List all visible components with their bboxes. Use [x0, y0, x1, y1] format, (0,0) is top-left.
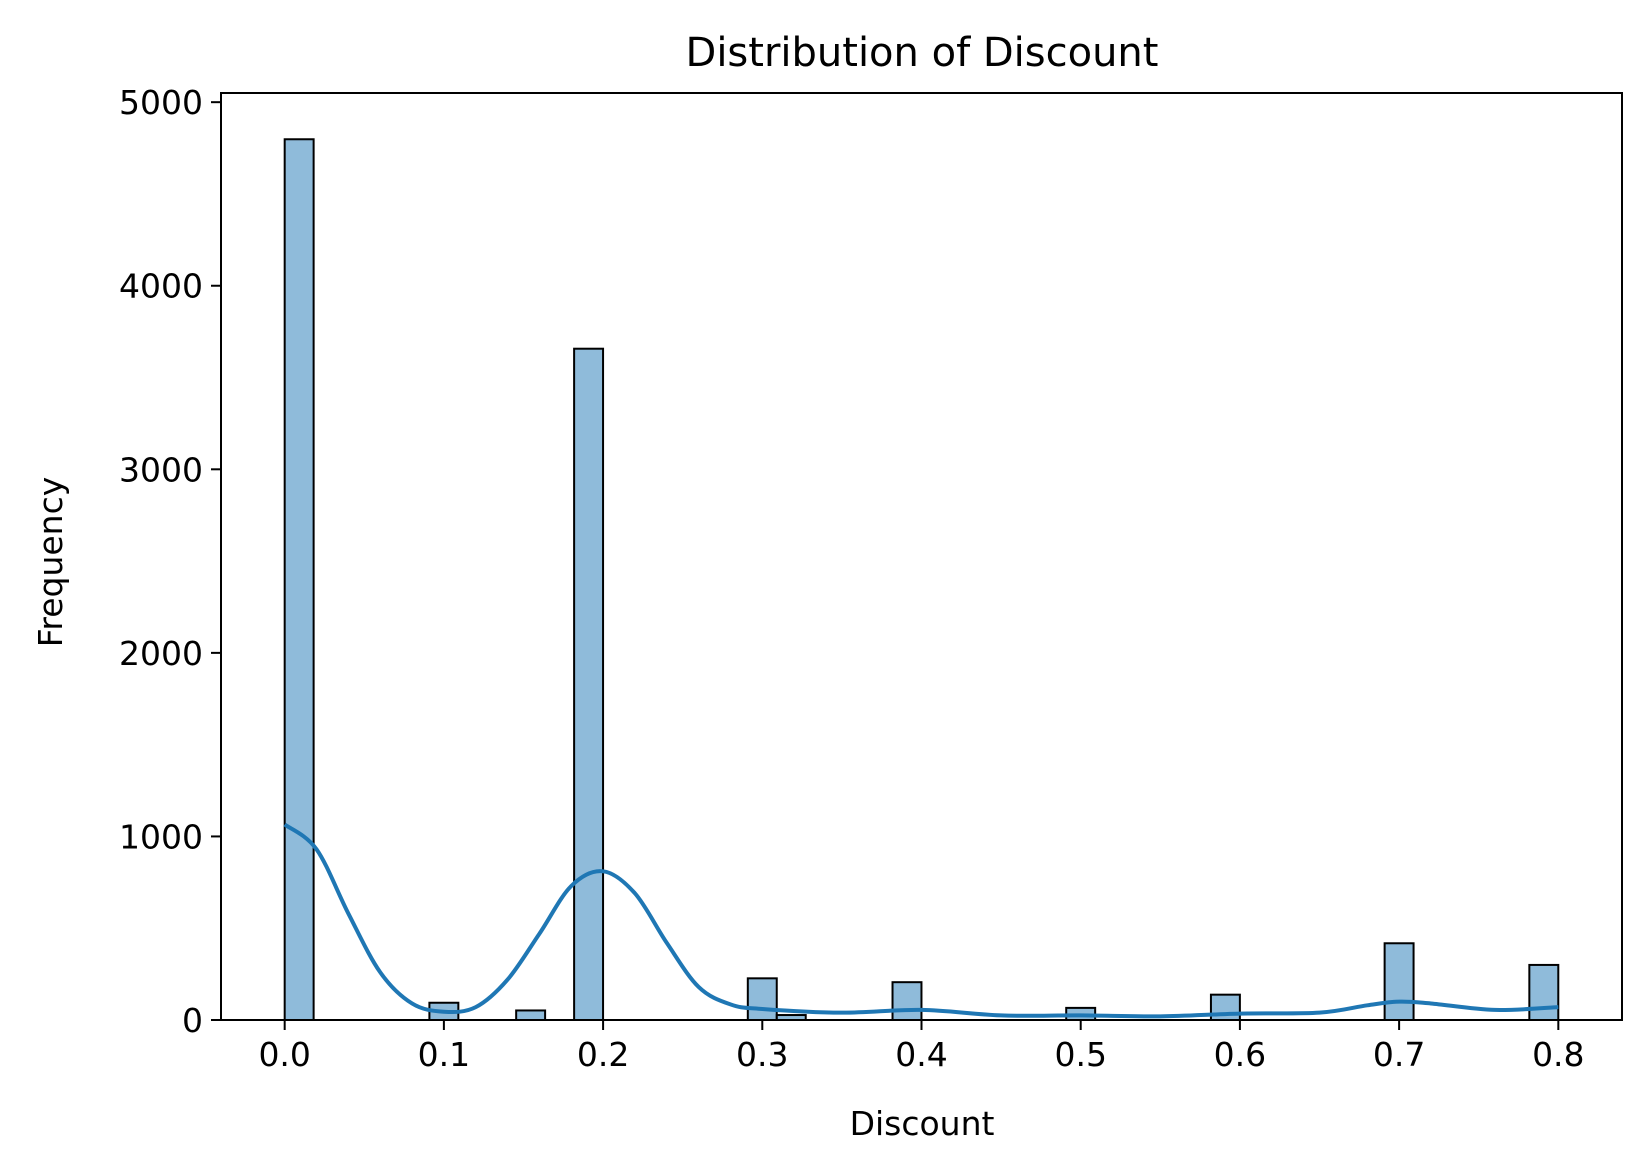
y-tick-label: 2000	[119, 634, 203, 673]
y-tick-label: 4000	[119, 267, 203, 306]
histogram-bar	[573, 347, 605, 1021]
x-tick-label: 0.0	[258, 1035, 310, 1074]
x-axis-title: Discount	[850, 1104, 995, 1143]
plot-frame	[220, 92, 1623, 1021]
histogram-bar	[515, 1009, 547, 1021]
x-tick-label: 0.4	[895, 1035, 947, 1074]
x-tick-label: 0.6	[1214, 1035, 1266, 1074]
y-tick-label: 3000	[119, 450, 203, 489]
histogram-bar	[746, 977, 778, 1021]
histogram-bar	[283, 138, 315, 1021]
x-tick-label: 0.8	[1532, 1035, 1584, 1074]
x-tick-label: 0.1	[418, 1035, 470, 1074]
histogram-bar	[1383, 942, 1415, 1021]
y-axis: 0 1000 2000 3000 4000 5000	[119, 83, 221, 1040]
chart-title: Distribution of Discount	[686, 30, 1159, 76]
x-tick-label: 0.7	[1373, 1035, 1425, 1074]
kde-line	[283, 822, 1559, 1019]
y-axis-title: Frequency	[31, 477, 70, 647]
y-tick-label: 1000	[119, 817, 203, 856]
histogram-bar	[1528, 963, 1560, 1021]
x-tick-label: 0.2	[577, 1035, 629, 1074]
x-axis: 0.0 0.1 0.2 0.3 0.4 0.5 0.6 0.7 0.8	[258, 1020, 1585, 1074]
x-tick-label: 0.3	[736, 1035, 788, 1074]
y-tick-label: 0	[182, 1001, 203, 1040]
bars-group	[283, 138, 1560, 1022]
y-tick-label: 5000	[119, 83, 203, 122]
x-tick-label: 0.5	[1054, 1035, 1106, 1074]
histogram-bar	[891, 981, 923, 1021]
